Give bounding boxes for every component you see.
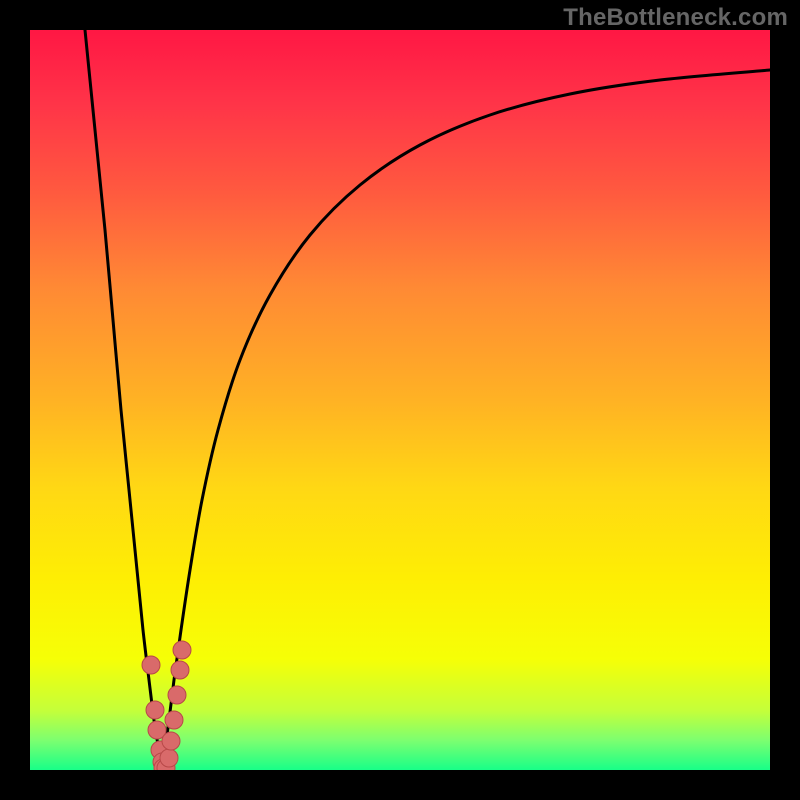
watermark-text: TheBottleneck.com: [563, 4, 788, 32]
marker-dot: [168, 686, 186, 704]
marker-dot: [165, 711, 183, 729]
plot-area: [30, 30, 770, 770]
marker-dot: [146, 701, 164, 719]
chart-frame: TheBottleneck.com: [0, 0, 800, 800]
marker-dot: [162, 732, 180, 750]
marker-dot: [173, 641, 191, 659]
marker-dot: [160, 749, 178, 767]
marker-dot: [171, 661, 189, 679]
curve-right_branch: [163, 70, 770, 770]
curve-layer: [30, 30, 770, 770]
marker-dot: [142, 656, 160, 674]
